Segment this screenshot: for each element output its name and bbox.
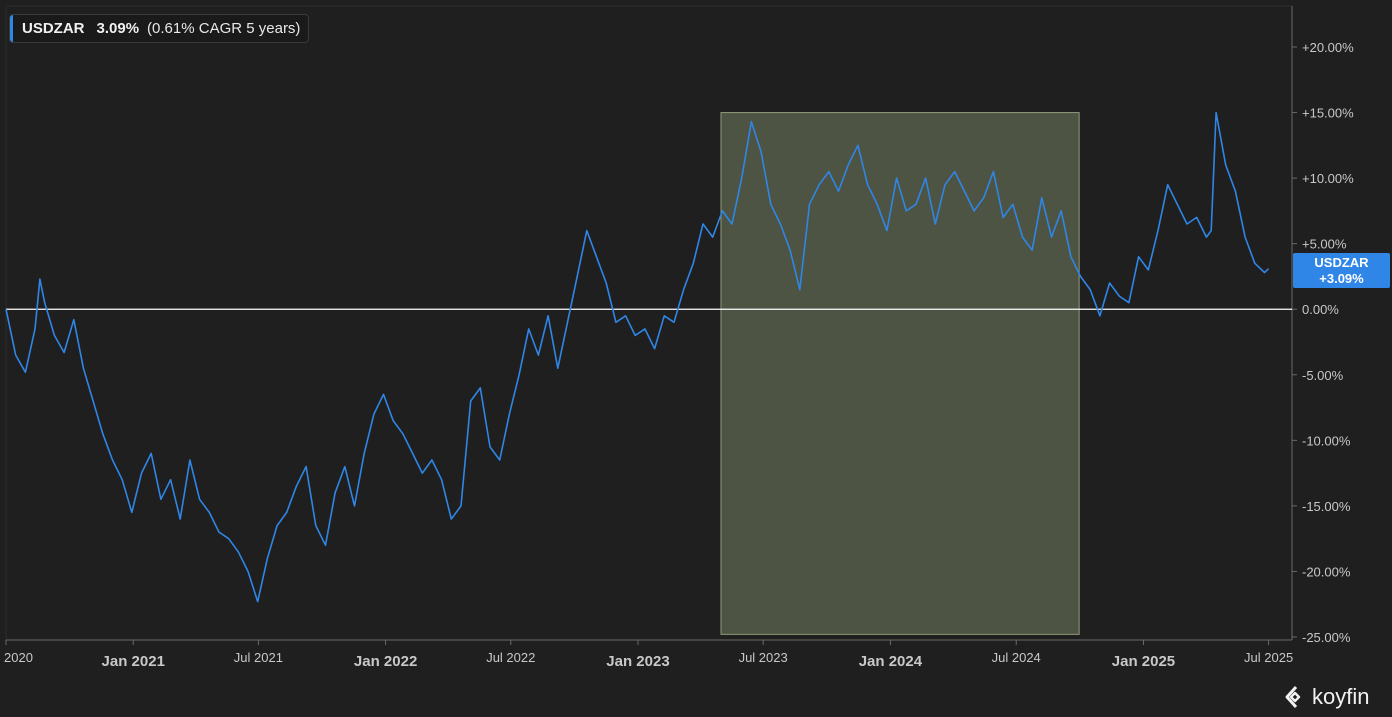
legend-color-swatch bbox=[10, 15, 13, 42]
x-tick-label: Jan 2025 bbox=[1112, 653, 1175, 670]
legend-change: 3.09% bbox=[96, 20, 140, 37]
legend-symbol: USDZAR bbox=[22, 20, 85, 37]
x-tick-label: Jan 2021 bbox=[102, 653, 165, 670]
last-value-change: +3.09% bbox=[1319, 270, 1364, 286]
y-tick-label: -5.00% bbox=[1302, 368, 1344, 383]
y-tick-label: +20.00% bbox=[1302, 40, 1354, 55]
x-tick-label: Jul 2024 bbox=[992, 650, 1041, 665]
series-layer bbox=[5, 111, 1270, 603]
y-tick-label: -15.00% bbox=[1302, 499, 1351, 514]
y-tick-label: +10.00% bbox=[1302, 171, 1354, 186]
x-tick-label: Jan 2023 bbox=[606, 653, 669, 670]
x-tick-label: Jul 2021 bbox=[234, 650, 283, 665]
x-tick-label: Jul 2023 bbox=[739, 650, 788, 665]
x-axis-ticks: 2020 Jan 2021 Jul 2021 Jan 2022 Jul 2022 Jan … bbox=[4, 640, 1293, 670]
highlight-region-layer bbox=[720, 112, 1080, 635]
x-tick-label: Jan 2024 bbox=[859, 653, 923, 670]
y-tick-label: -25.00% bbox=[1302, 630, 1351, 645]
last-value-tag: USDZAR +3.09% bbox=[1293, 253, 1390, 288]
x-tick-label: 2020 bbox=[4, 650, 33, 665]
last-value-symbol: USDZAR bbox=[1314, 254, 1369, 270]
y-tick-label: -20.00% bbox=[1302, 564, 1351, 579]
y-tick-label: +15.00% bbox=[1302, 106, 1354, 121]
koyfin-wordmark: koyfin bbox=[1312, 684, 1370, 709]
legend-cagr-note: (0.61% CAGR 5 years) bbox=[147, 20, 301, 37]
highlight-region bbox=[720, 112, 1080, 635]
y-tick-label: -10.00% bbox=[1302, 433, 1351, 448]
koyfin-mark-icon bbox=[1285, 685, 1301, 709]
y-tick-label: 0.00% bbox=[1302, 302, 1339, 317]
x-tick-label: Jul 2025 bbox=[1244, 650, 1293, 665]
x-tick-label: Jul 2022 bbox=[486, 650, 535, 665]
y-axis-ticks: +20.00% +15.00% +10.00% +5.00% 0.00% -5.00% -1… bbox=[1292, 40, 1354, 645]
series-legend[interactable]: USDZAR 3.09% (0.61% CAGR 5 years) bbox=[9, 14, 310, 43]
koyfin-logo: koyfin bbox=[1284, 683, 1369, 711]
x-tick-label: Jan 2022 bbox=[354, 653, 417, 670]
series-line-usdzar bbox=[5, 111, 1270, 603]
y-tick-label: +5.00% bbox=[1302, 237, 1347, 252]
